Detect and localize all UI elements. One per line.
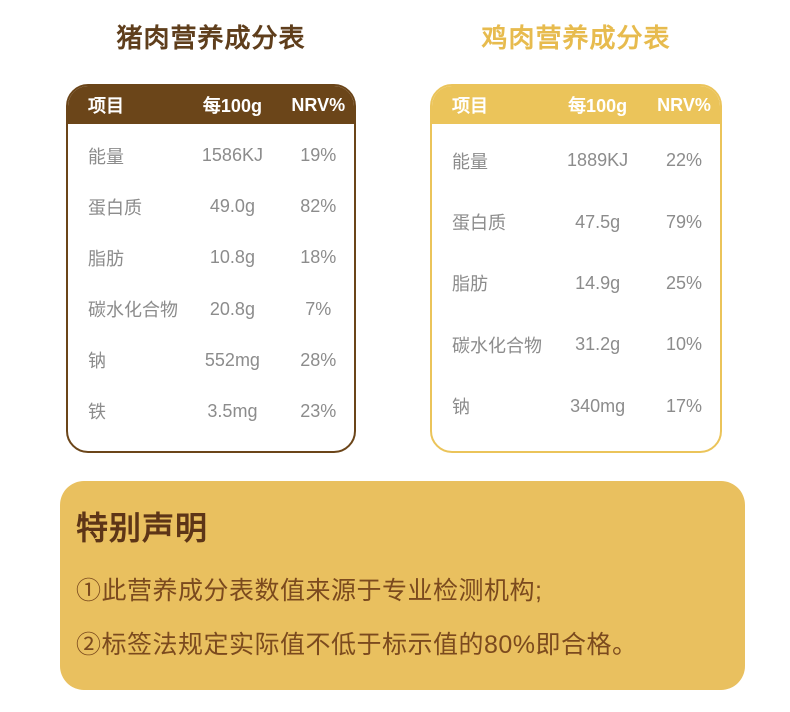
row-per100g-value: 1586KJ [201,145,263,166]
chicken-table-title: 鸡肉营养成分表 [481,23,671,53]
chicken-table-body: 能量 1889KJ 22% 蛋白质 47.5g 79% 脂肪 14.9g 25%… [432,124,720,451]
row-nrv-value: 82% [300,196,337,217]
table-row-energy: 能量 1889KJ 22% [432,148,720,174]
row-per100g-value: 3.5mg [207,400,258,421]
row-per100g-value: 47.5g [575,211,621,232]
row-item-label: 钠 [452,397,470,418]
table-row-iron: 铁 3.5mg 23% [68,398,354,424]
pork-table-title: 猪肉营养成分表 [116,23,306,53]
row-item-label: 能量 [452,151,488,172]
table-row-fat: 脂肪 14.9g 25% [432,270,720,296]
row-item-label: 钠 [88,351,106,372]
pork-header-per100g-label: 每100g [202,96,262,116]
pork-table-body: 能量 1586KJ 19% 蛋白质 49.0g 82% 脂肪 10.8g 18%… [68,124,354,451]
row-per100g-value: 31.2g [575,334,621,355]
table-row-sodium: 钠 340mg 17% [432,393,720,419]
row-nrv-value: 79% [665,211,702,232]
table-row-protein: 蛋白质 47.5g 79% [432,209,720,235]
pork-header-item-label: 项目 [88,96,124,116]
row-item-label: 铁 [88,402,106,423]
row-per100g-value: 340mg [570,395,626,416]
chicken-header-item-label: 项目 [452,96,488,116]
row-per100g-value: 1889KJ [567,150,629,171]
statement-line-2: ②标签法规定实际值不低于标示值的80%即合格。 [76,631,638,659]
row-item-label: 蛋白质 [88,197,142,218]
pork-table-header-row: 项目 每100g NRV% [68,86,354,124]
chicken-header-per100g-label: 每100g [568,96,628,116]
row-nrv-value: 23% [300,400,337,421]
row-item-label: 能量 [88,146,124,167]
row-item-label: 蛋白质 [452,213,506,234]
chicken-table-header-row: 项目 每100g NRV% [432,86,720,124]
row-nrv-value: 22% [665,150,702,171]
special-statement-title: 特别声明 [76,510,209,546]
table-row-carbohydrate: 碳水化合物 31.2g 10% [432,332,720,358]
table-row-fat: 脂肪 10.8g 18% [68,245,354,271]
row-nrv-value: 17% [665,395,702,416]
row-item-label: 碳水化合物 [88,300,178,321]
row-per100g-value: 20.8g [209,298,255,319]
row-per100g-value: 10.8g [209,247,255,268]
row-nrv-value: 25% [665,272,702,293]
row-nrv-value: 10% [665,334,702,355]
row-item-label: 碳水化合物 [452,335,542,356]
statement-line-1: ①此营养成分表数值来源于专业检测机构; [76,577,543,605]
table-row-energy: 能量 1586KJ 19% [68,143,354,169]
row-per100g-value: 49.0g [209,196,255,217]
row-item-label: 脂肪 [88,248,124,269]
row-nrv-value: 28% [300,349,337,370]
chicken-nutrition-table: 项目 每100g NRV% 能量 1889KJ 22% 蛋白质 47.5g 79… [430,84,722,453]
table-row-carbohydrate: 碳水化合物 20.8g 7% [68,296,354,322]
table-row-protein: 蛋白质 49.0g 82% [68,194,354,220]
row-per100g-value: 14.9g [575,272,621,293]
row-nrv-value: 18% [300,247,337,268]
row-item-label: 脂肪 [452,274,488,295]
chicken-header-nrv-label: NRV% [657,94,711,115]
table-row-sodium: 钠 552mg 28% [68,347,354,373]
row-nrv-value: 19% [300,145,337,166]
row-per100g-value: 552mg [204,349,260,370]
pork-header-nrv-label: NRV% [291,94,346,115]
row-nrv-value: 7% [305,298,332,319]
special-statement-box: 特别声明 ①此营养成分表数值来源于专业检测机构; ②标签法规定实际值不低于标示值… [60,481,745,690]
pork-nutrition-table: 项目 每100g NRV% 能量 1586KJ 19% 蛋白质 49.0g 82… [66,84,356,453]
